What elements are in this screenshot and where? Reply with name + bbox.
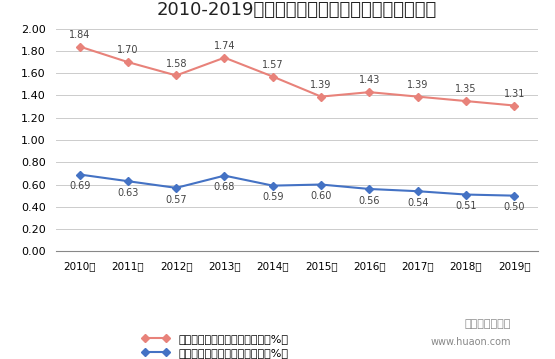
Text: 1.57: 1.57 — [262, 60, 284, 70]
Text: 1.58: 1.58 — [165, 59, 187, 69]
以色列农业男性就业人员占比（%） — [317, 94, 324, 99]
Text: 0.57: 0.57 — [165, 195, 187, 205]
Text: 1.70: 1.70 — [117, 46, 139, 55]
Legend: 以色列农业男性就业人员占比（%）, 以色列农业女性就业人员占比（%）: 以色列农业男性就业人员占比（%）, 以色列农业女性就业人员占比（%） — [138, 330, 291, 359]
Text: 0.56: 0.56 — [359, 196, 380, 206]
Text: 0.68: 0.68 — [214, 182, 235, 192]
Text: 1.43: 1.43 — [359, 75, 380, 85]
Title: 2010-2019年以色列男性、女性农业就业人员占比: 2010-2019年以色列男性、女性农业就业人员占比 — [157, 1, 437, 19]
Line: 以色列农业女性就业人员占比（%）: 以色列农业女性就业人员占比（%） — [77, 171, 517, 199]
Text: 0.60: 0.60 — [310, 191, 332, 201]
Text: 华经产业研究院: 华经产业研究院 — [464, 319, 511, 329]
Text: 1.39: 1.39 — [310, 80, 332, 90]
以色列农业男性就业人员占比（%） — [511, 103, 518, 108]
以色列农业男性就业人员占比（%） — [124, 60, 132, 64]
Text: 1.39: 1.39 — [407, 80, 428, 90]
Text: 0.54: 0.54 — [407, 198, 428, 208]
以色列农业男性就业人员占比（%） — [463, 99, 470, 103]
以色列农业男性就业人员占比（%） — [76, 45, 83, 49]
以色列农业女性就业人员占比（%） — [173, 186, 180, 190]
以色列农业男性就业人员占比（%） — [221, 56, 228, 60]
以色列农业女性就业人员占比（%） — [414, 189, 421, 194]
Text: 0.63: 0.63 — [117, 188, 139, 198]
Line: 以色列农业男性就业人员占比（%）: 以色列农业男性就业人员占比（%） — [77, 43, 517, 109]
Text: www.huaon.com: www.huaon.com — [430, 337, 511, 347]
以色列农业女性就业人员占比（%） — [270, 183, 276, 188]
以色列农业女性就业人员占比（%） — [511, 194, 518, 198]
以色列农业男性就业人员占比（%） — [414, 94, 421, 99]
以色列农业女性就业人员占比（%） — [317, 182, 324, 187]
Text: 0.50: 0.50 — [503, 202, 525, 212]
以色列农业男性就业人员占比（%） — [366, 90, 373, 94]
Text: 0.69: 0.69 — [69, 181, 90, 191]
以色列农业男性就业人员占比（%） — [173, 73, 180, 78]
Text: 1.84: 1.84 — [69, 30, 90, 40]
以色列农业女性就业人员占比（%） — [124, 179, 132, 183]
Text: 1.74: 1.74 — [214, 41, 235, 51]
Text: 1.31: 1.31 — [503, 89, 525, 99]
以色列农业女性就业人员占比（%） — [76, 172, 83, 177]
Text: 0.51: 0.51 — [455, 201, 477, 211]
以色列农业女性就业人员占比（%） — [366, 187, 373, 191]
以色列农业男性就业人员占比（%） — [270, 74, 276, 79]
以色列农业女性就业人员占比（%） — [463, 192, 470, 197]
以色列农业女性就业人员占比（%） — [221, 173, 228, 178]
Text: 1.35: 1.35 — [455, 84, 477, 94]
Text: 0.59: 0.59 — [262, 192, 284, 202]
